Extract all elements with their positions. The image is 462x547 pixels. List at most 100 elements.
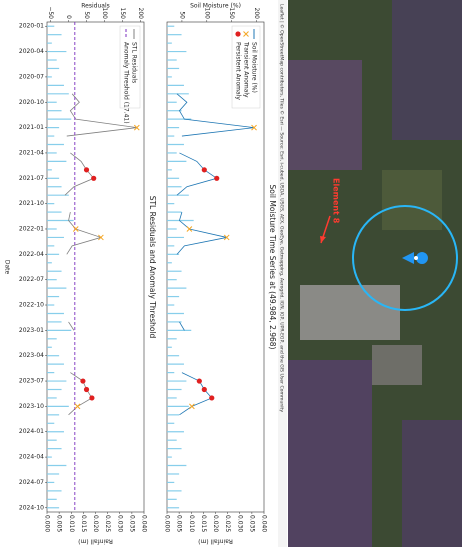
y2-tick-label: 0.025 <box>224 515 231 532</box>
y2-axis-label: Rainfall (m) <box>78 538 113 545</box>
anomaly-point <box>214 175 220 181</box>
anomaly-point <box>89 395 95 401</box>
y-tick-label: 50 <box>178 11 185 19</box>
y2-tick-label: 0.040 <box>141 515 148 532</box>
map-field <box>382 170 442 230</box>
map-building <box>300 285 400 340</box>
anomaly-point <box>98 234 104 241</box>
anomaly-point <box>251 124 257 131</box>
anomaly-point <box>74 403 81 410</box>
anomaly-point <box>80 378 86 384</box>
y2-tick-label: 0.020 <box>212 515 219 532</box>
map-label: Element 8 <box>332 178 341 224</box>
attribution-bar <box>278 0 287 547</box>
y-tick-label: 0 <box>65 15 72 19</box>
legend-box <box>231 25 261 109</box>
y2-tick-label: 0.030 <box>116 515 123 532</box>
map-radius <box>352 205 458 311</box>
x-tick-label: 2020-04 <box>19 48 44 55</box>
y2-tick-label: 0.005 <box>176 515 183 532</box>
y2-tick-label: 0.015 <box>80 515 87 532</box>
x-tick-label: 2023-04 <box>19 352 44 359</box>
y-axis-label: Soil Moisture (%) <box>190 3 241 10</box>
x-tick-label: 2022-04 <box>19 251 44 258</box>
legend-swatch <box>235 31 241 37</box>
y-tick-label: 100 <box>101 8 108 20</box>
x-tick-label: 2024-04 <box>19 454 44 461</box>
x-tick-label: 2021-01 <box>19 124 44 131</box>
map-building <box>372 345 422 385</box>
anomaly-point <box>186 226 193 232</box>
x-tick-label: 2022-10 <box>19 302 44 309</box>
x-tick-label: 2024-01 <box>19 428 44 435</box>
x-tick-label: 2022-01 <box>19 225 44 232</box>
y2-tick-label: 0.030 <box>236 515 243 532</box>
chart-title: Soil Moisture Time Series at (49.984, 2.… <box>268 184 277 349</box>
y2-tick-label: 0.015 <box>200 515 207 532</box>
x-tick-label: 2024-10 <box>19 504 44 511</box>
x-tick-label: 2023-01 <box>19 327 44 334</box>
y2-tick-label: 0.005 <box>56 515 63 532</box>
y-tick-label: 200 <box>253 8 260 20</box>
map-attribution: Leaflet | © OpenStreetMap contributors, … <box>279 4 286 412</box>
anomaly-point <box>196 378 202 384</box>
y2-tick-label: 0.020 <box>92 515 99 532</box>
y2-tick-label: 0.000 <box>44 515 51 532</box>
x-tick-label: 2024-07 <box>19 479 44 486</box>
anomaly-point <box>189 403 195 410</box>
y2-tick-label: 0.040 <box>261 515 268 532</box>
anomaly-point <box>223 234 230 241</box>
anomaly-point <box>201 167 207 173</box>
x-axis-label: Date <box>4 260 11 275</box>
y-tick-label: 50 <box>83 11 90 19</box>
map-marker[interactable] <box>402 252 428 265</box>
x-tick-label: 2020-01 <box>19 23 44 30</box>
map-tile <box>392 0 462 140</box>
legend-box <box>119 25 141 109</box>
map[interactable]: Element 8 Leaflet | © OpenStreetMap cont… <box>278 0 462 547</box>
y2-tick-label: 0.010 <box>68 515 75 532</box>
x-tick-label: 2022-07 <box>19 276 44 283</box>
x-tick-label: 2020-07 <box>19 73 44 80</box>
map-marker-dot <box>414 256 418 260</box>
y2-tick-label: 0.010 <box>188 515 195 532</box>
anomaly-point <box>133 124 140 131</box>
x-tick-label: 2021-10 <box>19 200 44 207</box>
legend-swatch <box>243 31 249 37</box>
y-tick-label: −50 <box>47 6 54 19</box>
anomaly-point <box>209 395 215 401</box>
y2-tick-label: 0.035 <box>248 515 255 532</box>
series-line <box>64 93 137 416</box>
legend-label: Soil Moisture (%) <box>251 42 258 93</box>
legend-label: Transient Anomaly <box>243 41 250 98</box>
y-tick-label: 200 <box>137 8 144 20</box>
y-axis-label: Residuals <box>81 3 109 10</box>
map-tile <box>288 360 372 547</box>
y-tick-label: 100 <box>203 8 210 20</box>
y-tick-label: 150 <box>228 8 235 20</box>
anomaly-point <box>201 386 207 393</box>
chart-title: STL Residuals and Anomaly Threshold <box>148 196 157 339</box>
y2-tick-label: 0.025 <box>104 515 111 532</box>
y-tick-label: 150 <box>119 8 126 20</box>
x-tick-label: 2023-07 <box>19 378 44 385</box>
map-tile <box>402 420 462 547</box>
x-tick-label: 2023-10 <box>19 403 44 410</box>
map-arrow-head <box>320 236 326 243</box>
y2-axis-label: Rainfall (m) <box>198 538 233 545</box>
x-tick-label: 2021-07 <box>19 175 44 182</box>
x-tick-label: 2021-04 <box>19 149 44 156</box>
anomaly-point <box>91 175 97 181</box>
series-line <box>176 93 255 416</box>
y2-tick-label: 0.035 <box>128 515 135 532</box>
x-tick-label: 2020-10 <box>19 99 44 106</box>
anomaly-point <box>83 167 90 173</box>
legend-label: Anomaly Threshold (17.41) <box>123 42 130 124</box>
map-tile <box>288 60 362 170</box>
anomaly-point <box>72 226 79 232</box>
legend-label: Persistent Anomaly <box>235 42 242 100</box>
legend-label: STL Residuals <box>131 42 138 83</box>
